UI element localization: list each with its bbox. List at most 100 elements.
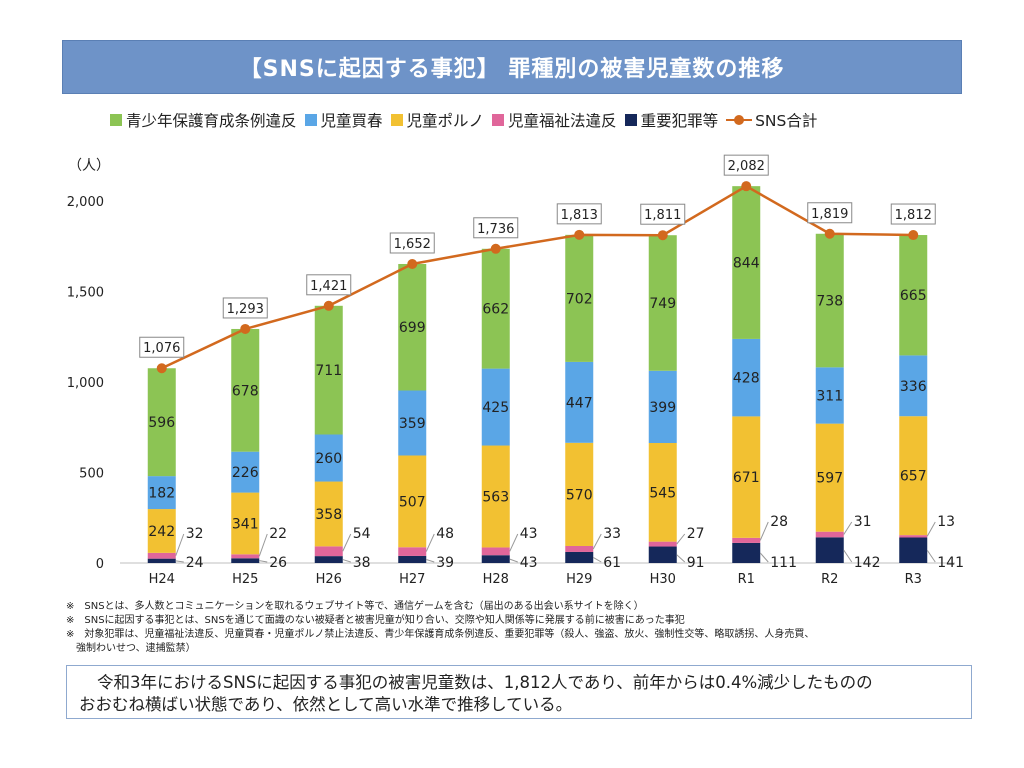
x-tick-label: R2	[821, 572, 838, 587]
y-axis-unit-label: （人）	[68, 158, 110, 174]
total-label-box	[890, 203, 936, 225]
data-label-child-pornography: 545	[649, 485, 676, 501]
leader-line-child-welfare	[759, 521, 769, 541]
data-label-serious-crime: 142	[854, 555, 881, 571]
data-label-child-welfare: 31	[854, 514, 872, 530]
data-label-child-prostitution: 182	[148, 486, 175, 502]
bar-segment-youth-ordinance	[565, 234, 594, 362]
leader-line-child-welfare	[926, 521, 936, 537]
bar-segment-child-welfare	[899, 535, 928, 538]
data-label-child-prostitution: 311	[816, 388, 843, 404]
data-label-serious-crime: 43	[520, 555, 538, 571]
bar-segment-child-pornography	[398, 455, 427, 548]
y-tick-label: 2,000	[67, 195, 104, 210]
sns-total-point	[407, 258, 418, 269]
bar-segment-child-prostitution	[147, 476, 176, 510]
data-label-child-welfare: 43	[520, 526, 538, 542]
leader-line-child-welfare	[175, 533, 185, 556]
bar-segment-child-prostitution	[314, 434, 343, 482]
legend-item-sns-total: SNS合計	[726, 109, 817, 131]
total-label: 2,082	[728, 159, 765, 174]
bar-segment-child-pornography	[147, 509, 176, 553]
data-label-child-pornography: 341	[232, 516, 259, 532]
data-label-child-prostitution: 399	[649, 400, 676, 416]
y-tick-label: 500	[79, 467, 104, 482]
sns-total-point	[908, 230, 919, 241]
bar-segment-serious-crime	[648, 546, 677, 563]
bar-segment-serious-crime	[314, 556, 343, 563]
x-tick-label: H27	[399, 572, 425, 587]
total-label: 1,076	[143, 341, 180, 356]
bar-segment-child-pornography	[314, 481, 343, 547]
legend-item-child-welfare: 児童福祉法違反	[492, 109, 617, 131]
legend-item-serious-crime: 重要犯罪等	[624, 109, 718, 131]
footnote-1: ※ SNSとは、多人数とコミュニケーションを取れるウェブサイト等で、通信ゲームを…	[66, 601, 644, 612]
bar-segment-serious-crime	[732, 542, 761, 563]
data-label-youth-ordinance: 749	[649, 296, 676, 312]
leader-line-serious-crime	[843, 549, 853, 563]
x-tick-label: H29	[566, 572, 592, 587]
bar-segment-serious-crime	[231, 558, 260, 563]
data-label-child-welfare: 33	[603, 526, 621, 542]
summary-box: 令和3年におけるSNSに起因する事犯の被害児童数は、1,812人であり、前年から…	[66, 665, 972, 719]
data-label-serious-crime: 26	[269, 555, 287, 571]
legend-label-child-prostitution: 児童買春	[320, 112, 383, 130]
data-label-serious-crime: 38	[353, 555, 371, 571]
total-label: 1,421	[310, 279, 347, 294]
leader-line-serious-crime	[509, 558, 518, 563]
bar-segment-child-pornography	[565, 442, 594, 546]
x-tick-label: R3	[905, 572, 922, 587]
bar-segment-serious-crime	[398, 555, 427, 563]
leader-line-child-welfare	[843, 521, 853, 535]
legend-swatch-child-pornography	[390, 114, 403, 126]
legend-swatch-youth-ordinance	[110, 114, 122, 126]
sns-total-point	[240, 323, 251, 334]
data-label-serious-crime: 61	[603, 555, 621, 571]
bar-segment-serious-crime	[899, 537, 928, 563]
total-label: 1,813	[561, 208, 598, 223]
bar-segment-serious-crime	[147, 558, 176, 563]
total-label: 1,819	[811, 207, 848, 222]
data-label-youth-ordinance: 662	[482, 302, 509, 318]
data-label-child-pornography: 597	[816, 471, 843, 487]
data-label-youth-ordinance: 702	[566, 291, 593, 307]
sns-total-point	[657, 230, 668, 241]
x-tick-label: H28	[483, 572, 509, 587]
total-label-box	[139, 336, 185, 358]
total-label-box	[807, 202, 853, 224]
leader-line-serious-crime	[426, 558, 435, 563]
legend-label-child-welfare: 児童福祉法違反	[508, 112, 617, 130]
bar-segment-child-prostitution	[732, 338, 761, 417]
bar-segment-child-pornography	[899, 416, 928, 536]
bar-segment-youth-ordinance	[314, 305, 343, 435]
bar-segment-child-welfare	[565, 545, 594, 552]
bar-segment-youth-ordinance	[732, 186, 761, 339]
data-label-youth-ordinance: 665	[900, 288, 927, 304]
sns-total-point	[824, 228, 835, 239]
stacked-bar-chart: （人） 0 500 1,000 1,500 2,000 H24 H25 H26 H27 H28 H29…	[67, 154, 964, 587]
leader-line-child-welfare	[592, 533, 602, 550]
legend-item-child-prostitution: 児童買春	[304, 109, 383, 131]
leader-line-serious-crime	[759, 552, 769, 563]
bar-segment-serious-crime	[565, 551, 594, 563]
total-label-box	[222, 297, 268, 319]
legend-item-child-pornography: 児童ポルノ	[390, 109, 484, 131]
chart-title-banner: 【SNSに起因する事犯】 罪種別の被害児童数の推移	[62, 40, 962, 94]
data-label-child-pornography: 358	[315, 507, 342, 523]
bar-segment-youth-ordinance	[398, 263, 427, 391]
sns-total-point	[490, 243, 501, 254]
data-label-child-prostitution: 336	[900, 379, 927, 395]
total-label: 1,812	[895, 208, 932, 223]
data-label-youth-ordinance: 844	[733, 256, 760, 272]
leader-line-child-welfare	[676, 533, 686, 545]
data-label-youth-ordinance: 699	[399, 320, 426, 336]
bar-segment-child-welfare	[481, 547, 510, 556]
data-label-youth-ordinance: 711	[315, 363, 342, 379]
bar-segment-child-welfare	[398, 547, 427, 556]
legend-line-sns-total	[726, 114, 753, 126]
data-label-serious-crime: 111	[770, 555, 797, 571]
legend-label-youth-ordinance: 青少年保護育成条例違反	[126, 112, 297, 130]
bar-segment-child-welfare	[815, 531, 844, 538]
x-tick-label: H26	[316, 572, 342, 587]
data-label-child-welfare: 27	[687, 526, 705, 542]
